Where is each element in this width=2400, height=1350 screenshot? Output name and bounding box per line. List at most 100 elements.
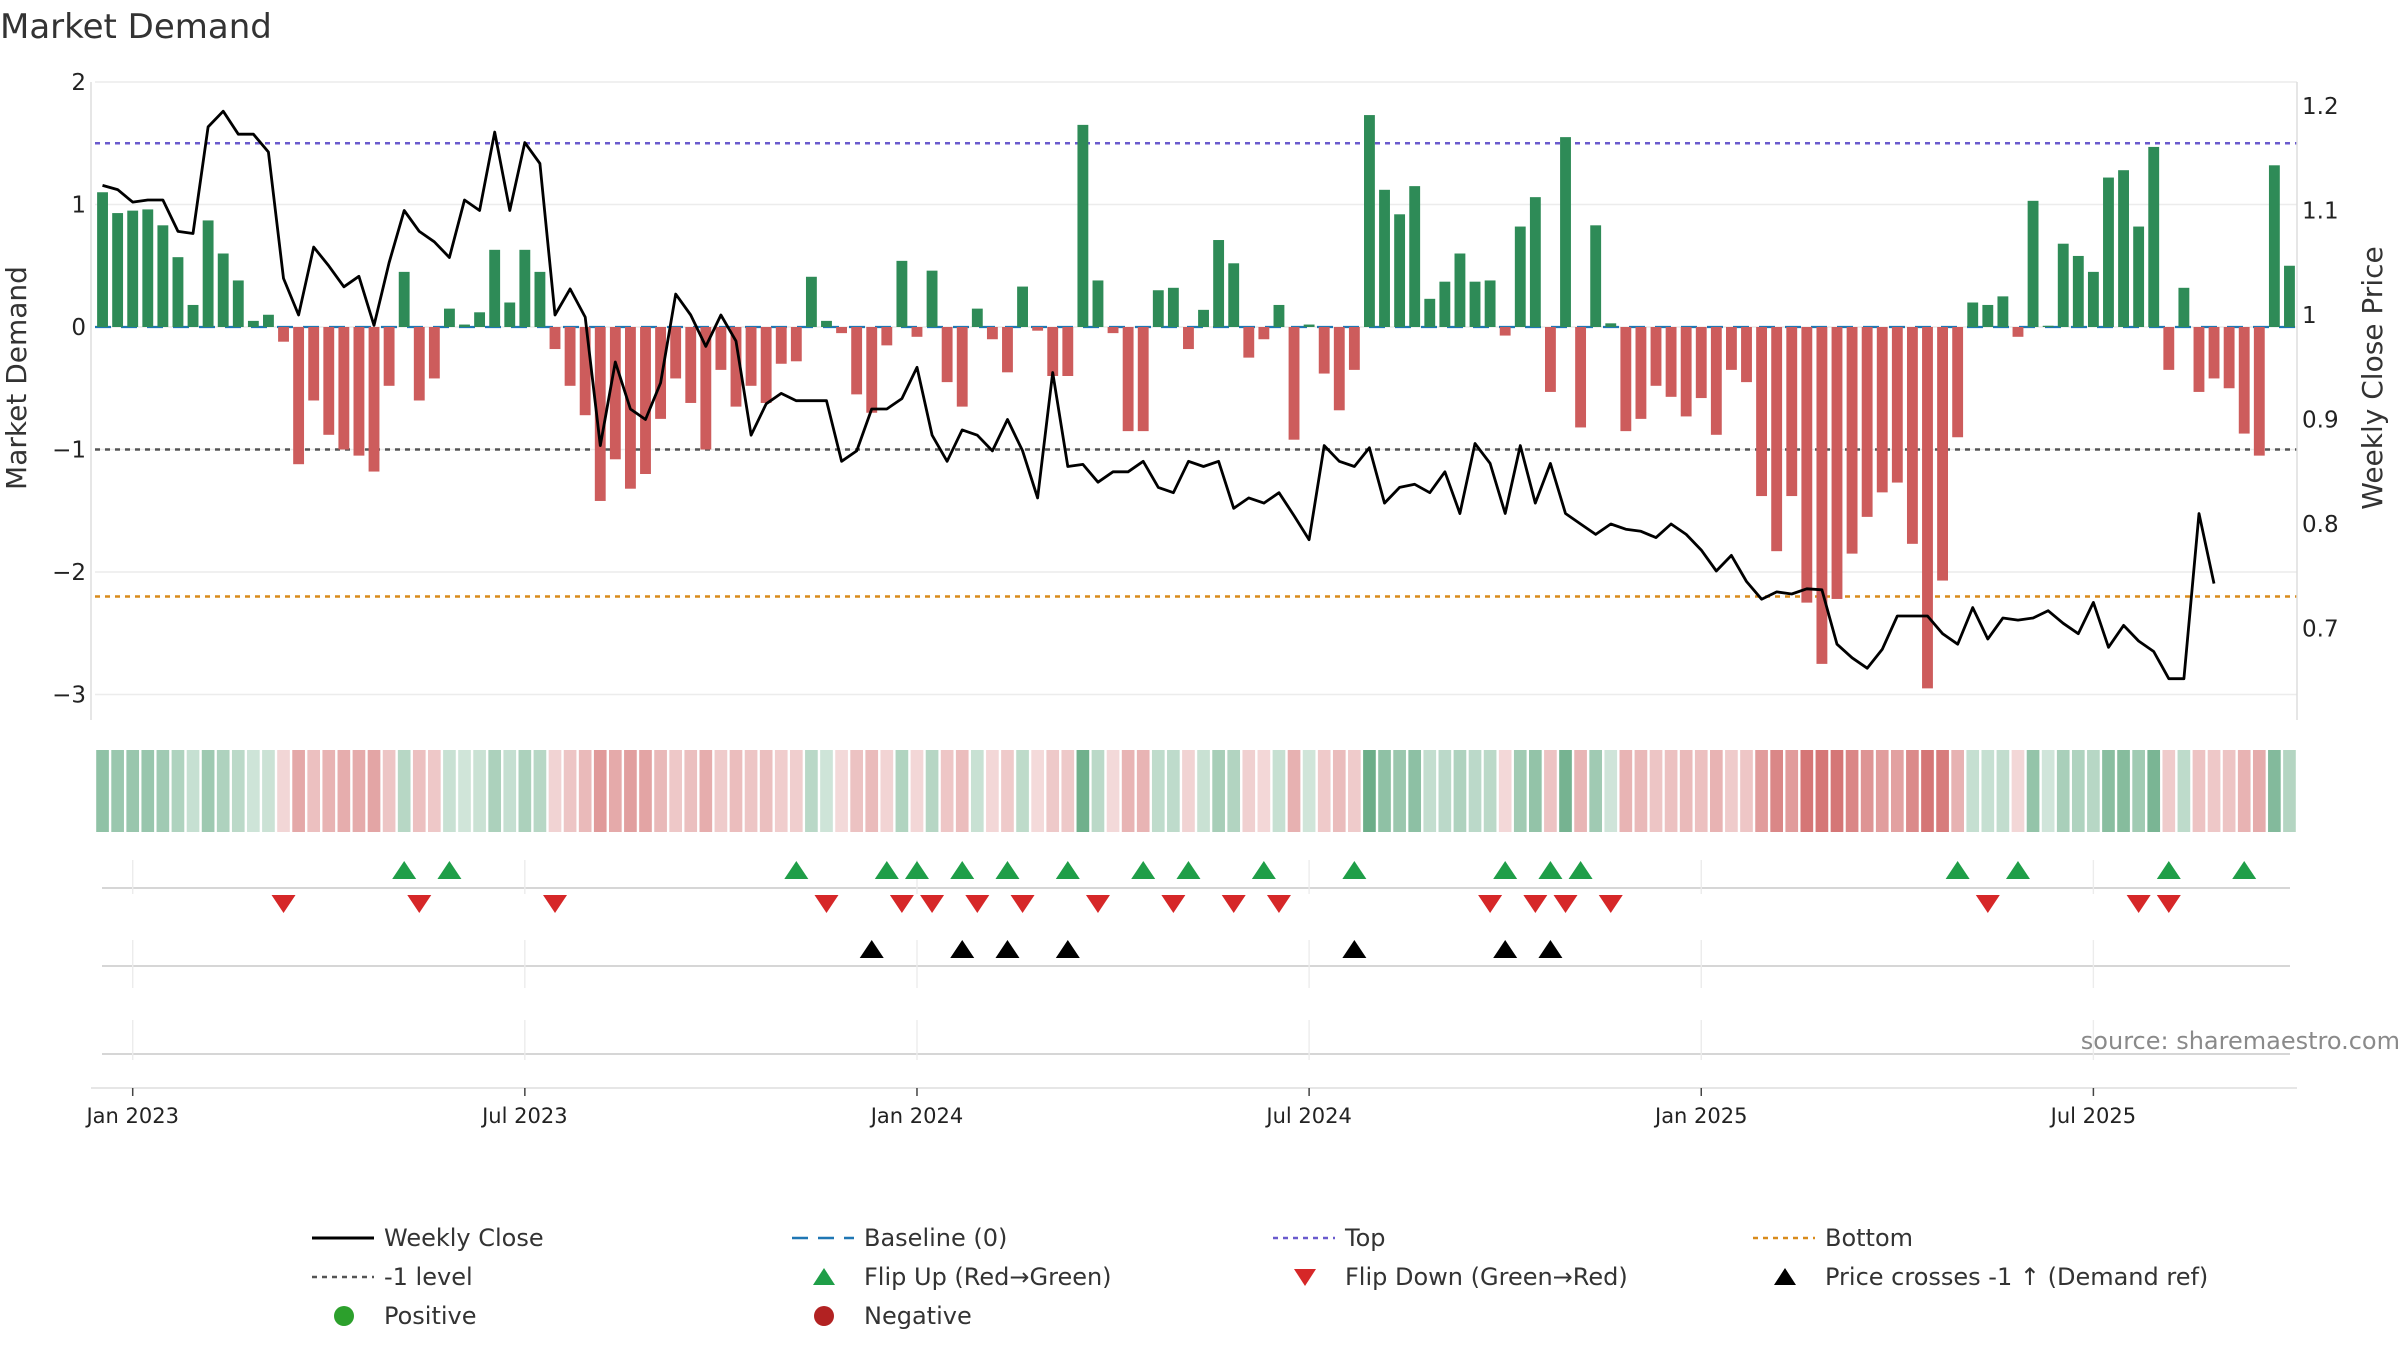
demand-bar (2118, 170, 2129, 327)
strip-cell (488, 750, 502, 832)
strip-cell (880, 750, 894, 832)
demand-bar (1394, 214, 1406, 327)
flip-down-marker (407, 895, 432, 913)
demand-bar (2012, 327, 2024, 337)
strip-cell (1287, 750, 1301, 832)
y-tick-label: −3 (52, 683, 86, 709)
strip-cell (1121, 750, 1135, 832)
demand-bar (760, 327, 772, 403)
demand-bar (308, 327, 320, 401)
strip-cell (1091, 750, 1105, 832)
demand-bar (534, 271, 546, 327)
demand-bar (1167, 287, 1179, 327)
demand-bar (293, 327, 305, 465)
strip-cell (1710, 750, 1723, 832)
demand-bar (1303, 324, 1315, 327)
strip-cell (1046, 750, 1060, 832)
demand-bar (1937, 327, 1948, 581)
flip-down-marker (1085, 895, 1110, 913)
strip-cell (865, 750, 879, 832)
strip-cell (231, 750, 245, 832)
flip-down-marker (889, 895, 914, 913)
strip-cell (1574, 750, 1587, 832)
demand-bar (398, 271, 410, 327)
demand-bar (1077, 124, 1089, 327)
demand-bar (1575, 327, 1587, 428)
flip-down-marker (271, 895, 296, 913)
demand-bar (2057, 243, 2069, 327)
strip-cell (247, 750, 260, 832)
strip-cell (548, 750, 562, 832)
legend-label: -1 level (384, 1263, 473, 1291)
strip-cell (1408, 750, 1422, 832)
flip-up-marker (1945, 861, 1970, 879)
strip-cell (1830, 750, 1844, 832)
demand-bar (428, 327, 440, 379)
demand-bar (1439, 281, 1451, 327)
demand-bar (2087, 271, 2099, 327)
strip-cell (337, 750, 351, 832)
demand-bar (383, 327, 395, 386)
strip-cell (96, 750, 109, 832)
strip-cell (1604, 750, 1618, 832)
demand-bar (986, 327, 998, 340)
demand-bar (1469, 281, 1481, 327)
x-ticks: Jan 2023 Jul 2023 Jan 2024 Jul 2024 Jan 2025… (84, 1088, 2136, 1128)
strip-cell (1136, 750, 1150, 832)
demand-bar (1846, 327, 1858, 554)
y2-tick-label: 0.9 (2302, 408, 2339, 434)
signal-panel (91, 860, 2297, 1089)
demand-bar (700, 327, 712, 450)
flip-up-marker (2005, 861, 2030, 879)
strip-cell (2192, 750, 2206, 832)
demand-bar (1545, 327, 1556, 392)
demand-bar (1333, 327, 1345, 411)
demand-bar (2042, 325, 2054, 327)
strip-cell (141, 750, 155, 832)
demand-bar (579, 327, 591, 416)
strip-cell (111, 750, 124, 832)
demand-bar (851, 327, 863, 395)
strip-cell (2056, 750, 2070, 832)
legend-label: Weekly Close (384, 1224, 544, 1252)
weekly-close-series (102, 109, 2216, 681)
strip-cell (156, 750, 170, 832)
demand-bar (775, 327, 787, 364)
flip-down-marker (965, 895, 990, 913)
demand-bar (896, 260, 908, 327)
strip-cell (503, 750, 517, 832)
strip-cell (2222, 750, 2236, 832)
demand-bar (1183, 327, 1194, 350)
legend-label: Price crosses -1 ↑ (Demand ref) (1825, 1263, 2208, 1291)
demand-bar (413, 327, 425, 401)
source-note: source: sharemaestro.com (2081, 1027, 2400, 1055)
flip-down-marker (1478, 895, 1503, 913)
flip-up-marker (1538, 861, 1563, 879)
strip-cell (1755, 750, 1768, 832)
strip-cell (126, 750, 140, 832)
strip-cell (593, 750, 607, 832)
y2-tick-label: 1 (2302, 303, 2317, 329)
demand-bar (1605, 323, 1617, 327)
demand-bar (1906, 327, 1918, 544)
demand-bar (202, 220, 214, 327)
demand-bar (1032, 327, 1044, 331)
flip-up-marker (2232, 861, 2257, 879)
demand-bar (368, 327, 380, 472)
demand-bar (459, 324, 470, 327)
demand-bar (519, 249, 531, 327)
strip-cell (1076, 750, 1090, 832)
demand-bar (1198, 309, 1209, 327)
y-tick-label: 1 (71, 193, 86, 219)
strip-cell (1725, 750, 1738, 832)
demand-bar (609, 327, 621, 460)
strip-cell (1106, 750, 1120, 832)
demand-bar (247, 320, 259, 327)
strip-cell (2283, 750, 2296, 832)
price-cross-marker (950, 940, 975, 958)
demand-bar (1786, 327, 1798, 497)
strip-cell (1378, 750, 1391, 832)
strip-cell (955, 750, 969, 832)
demand-bars (97, 115, 2295, 689)
demand-bar (142, 209, 154, 327)
